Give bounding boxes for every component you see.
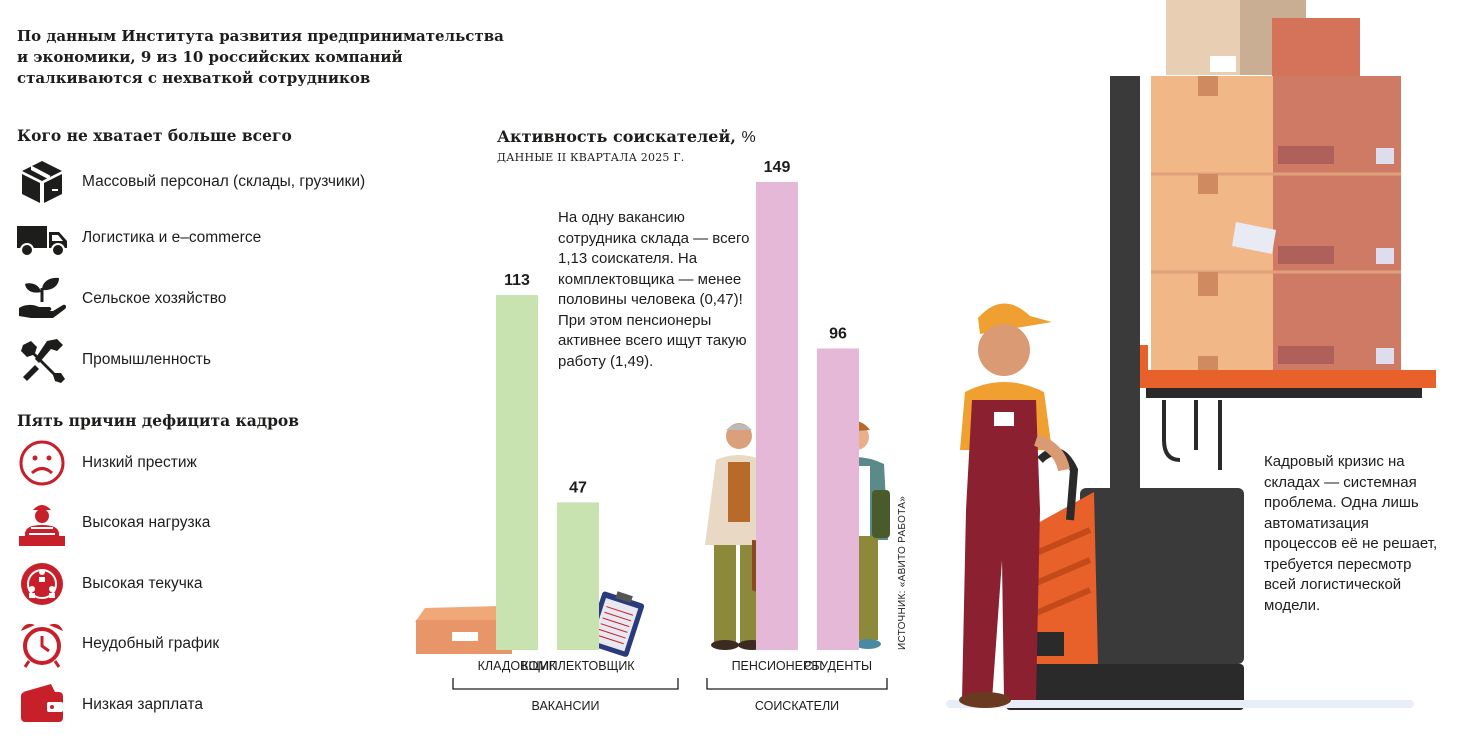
chart-title: Активность соискателей, % [497, 127, 756, 147]
reasons-title: Пять причин дефицита кадров [17, 411, 300, 430]
group-bracket [706, 678, 888, 690]
shortage-item: Массовый персонал (склады, грузчики) [17, 157, 447, 207]
reason-label: Неудобный график [82, 635, 220, 652]
truck-icon [17, 226, 67, 257]
reason-label: Низкая зарплата [82, 696, 204, 713]
category-label: КОМПЛЕКТОВЩИК [521, 659, 635, 673]
wallet-icon [21, 684, 63, 722]
shortage-item: Сельское хозяйство [17, 274, 447, 324]
people-rotation-icon [21, 563, 63, 605]
bar [817, 348, 859, 650]
reason-item: Высокая нагрузка [17, 498, 447, 548]
worker-illustration [959, 303, 1070, 708]
reason-label: Низкий престиж [82, 454, 197, 471]
bar-value-label: 149 [764, 159, 791, 176]
category-label: СТУДЕНТЫ [804, 659, 872, 673]
intro-line-2: и экономики, 9 из 10 российских компаний [17, 48, 403, 66]
bar-value-label: 96 [829, 325, 847, 342]
right-note: Кадровый кризис на складах — системная п… [1264, 453, 1438, 614]
reason-label: Высокая нагрузка [82, 514, 211, 531]
bar-value-label: 113 [504, 272, 530, 289]
bar [557, 502, 599, 650]
sad-face-icon [19, 440, 65, 486]
intro-line-3: сталкиваются с нехваткой сотрудников [17, 69, 371, 87]
bar [756, 182, 798, 650]
reason-item: Высокая текучка [17, 559, 447, 609]
reason-label: Высокая текучка [82, 575, 203, 592]
shortage-item: Промышленность [17, 335, 447, 385]
alarm-clock-icon [21, 623, 63, 668]
chart-note: На одну вакансию сотрудника склада — все… [558, 209, 750, 370]
shortage-title: Кого не хватает больше всего [17, 126, 292, 145]
worker-overload-icon [19, 505, 65, 546]
shortage-label: Сельское хозяйство [82, 290, 227, 307]
clipboard-illustration [586, 591, 645, 657]
bar [496, 295, 538, 650]
group-label: СОИСКАТЕЛИ [755, 699, 839, 713]
wrench-icon [21, 339, 65, 383]
category-label: КЛАДОВЩИК [478, 659, 557, 673]
source-label: ИСТОЧНИК: «АВИТО РАБОТА» [897, 495, 908, 650]
intro-text: По данным Института развития предпринима… [17, 26, 537, 89]
chart-unit: % [741, 129, 756, 146]
shortage-label: Логистика и e–commerce [82, 229, 262, 246]
reason-item: Низкий престиж [17, 438, 447, 488]
group-bracket [452, 678, 679, 690]
intro-line-1: По данным Института развития предпринима… [17, 27, 504, 45]
reason-item: Низкая зарплата [17, 680, 447, 730]
shortage-label: Промышленность [82, 351, 211, 368]
reason-item: Неудобный график [17, 619, 447, 669]
forklift-illustration [946, 0, 1436, 710]
box-icon [22, 161, 62, 203]
shortage-item: Логистика и e–commerce [17, 213, 447, 263]
category-label: ПЕНСИОНЕРЫ [732, 659, 823, 673]
chart-title-text: Активность соискателей, [497, 127, 736, 146]
chart-subtitle: ДАННЫЕ II КВАРТАЛА 2025 Г. [497, 151, 685, 164]
bar-value-label: 47 [569, 479, 587, 496]
group-label: ВАКАНСИИ [532, 699, 600, 713]
shortage-label: Массовый персонал (склады, грузчики) [82, 173, 366, 190]
hand-sprout-icon [19, 277, 67, 318]
